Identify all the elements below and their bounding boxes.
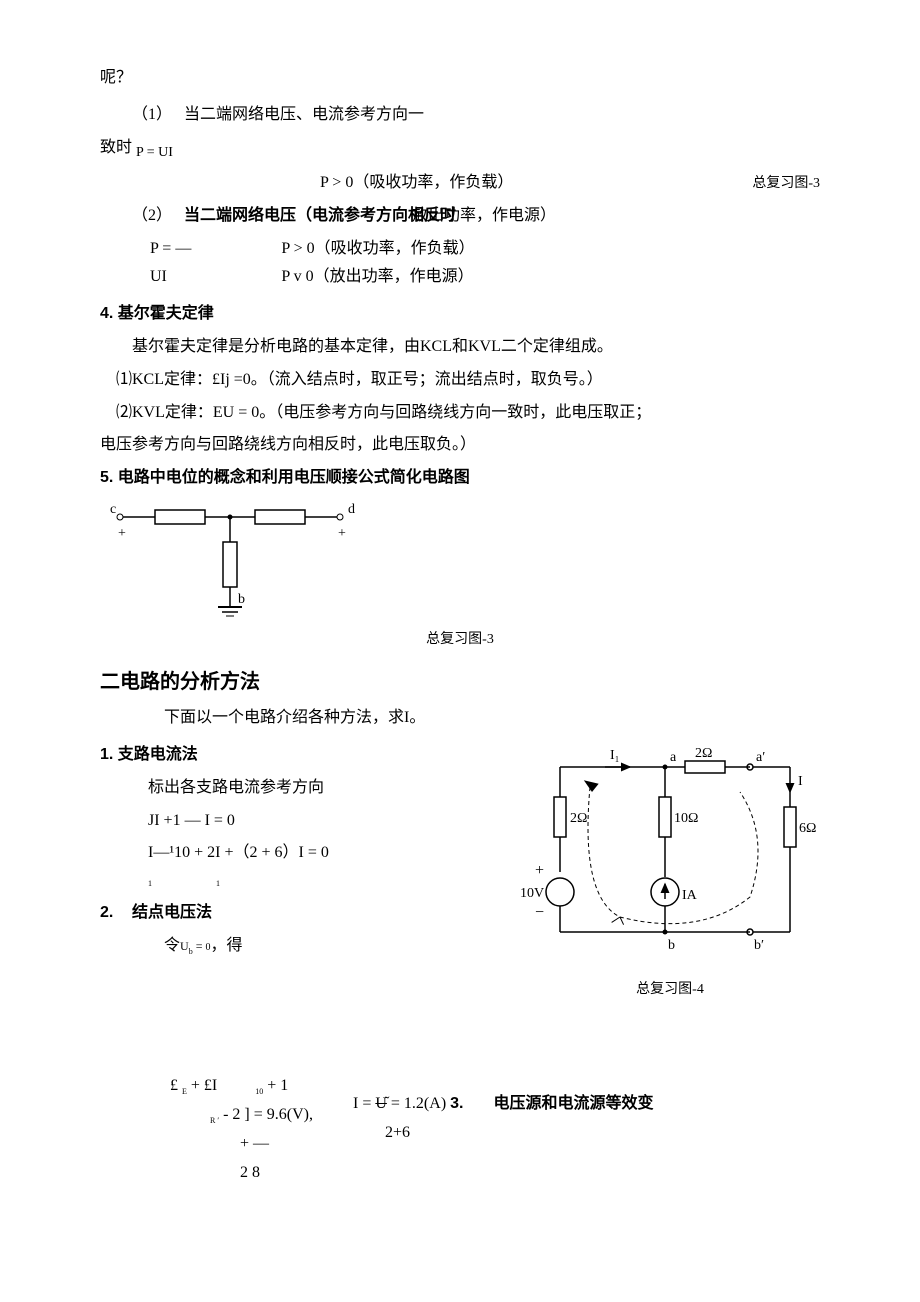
b-l1: £ bbox=[170, 1077, 178, 1094]
node-ub: U bbox=[180, 939, 189, 953]
b-l1b: + £I bbox=[191, 1077, 217, 1094]
bottom-formulas: £ E + £I 10 + 1 R ′ - 2 ] = 9.6(V), + — … bbox=[100, 1072, 820, 1187]
eq2-sub1: 1 bbox=[148, 879, 152, 888]
item2-f1: P = — bbox=[150, 235, 191, 264]
node-let: 令 bbox=[164, 937, 180, 954]
item2-formulas: P = — UI P > 0（吸收功率，作负载） P v 0（放出功率，作电源） bbox=[100, 235, 820, 293]
b-l1c: 10 bbox=[255, 1087, 263, 1096]
svg-text:+: + bbox=[535, 862, 544, 879]
item1-text: 当二端网络电压、电流参考方向一 bbox=[184, 106, 424, 123]
item1-label: （1） bbox=[132, 106, 172, 123]
svg-text:+: + bbox=[338, 526, 346, 541]
b-l1e: E bbox=[182, 1087, 187, 1096]
b-l3: + — bbox=[170, 1130, 313, 1159]
svg-text:I: I bbox=[798, 774, 803, 789]
svg-text:−: − bbox=[535, 904, 544, 921]
item1-cont-row: 致时 P = UI bbox=[100, 134, 820, 165]
svg-text:d: d bbox=[348, 502, 355, 517]
b-mid1u: U᷉ bbox=[375, 1095, 387, 1112]
fig3-caption: 总复习图-3 bbox=[100, 627, 820, 652]
b-l2b: - 2 ] = 9.6(V), bbox=[223, 1106, 313, 1123]
sec5-title: 5. 电路中电位的概念和利用电压顺接公式简化电路图 bbox=[100, 464, 820, 493]
sec4-kvl: ⑵KVL定律：EU = 0。（电压参考方向与回路绕线方向一致时，此电压取正； bbox=[100, 399, 820, 428]
b-mid1n: 3. bbox=[450, 1095, 463, 1112]
b-mid1: I = bbox=[353, 1095, 375, 1112]
line-ne: 呢？ bbox=[100, 64, 820, 93]
b-mid1b: = 1.2(A) bbox=[387, 1095, 450, 1112]
eq1: JI +1 — I = 0 bbox=[148, 807, 520, 836]
svg-text:6Ω: 6Ω bbox=[799, 821, 816, 836]
item1-p-row: P > 0（吸收功率，作负载） 总复习图-3 bbox=[100, 169, 820, 198]
fig4-caption: 总复习图-4 bbox=[520, 977, 820, 1002]
svg-text:c: c bbox=[110, 502, 116, 517]
sec4-kcl: ⑴KCL定律：£Ij =0。（流入结点时，取正号；流出结点时，取负号。） bbox=[100, 366, 820, 395]
item2-f2: UI bbox=[150, 263, 191, 292]
sec4-kvl2: 电压参考方向与回路绕线方向相反时，此电压取负。） bbox=[100, 431, 820, 460]
item1: （1） 当二端网络电压、电流参考方向一 bbox=[100, 101, 820, 130]
item1-formula: P = UI bbox=[136, 145, 173, 160]
svg-text:10Ω: 10Ω bbox=[674, 811, 698, 826]
sec4-title: 4. 基尔霍夫定律 bbox=[100, 300, 820, 329]
fig4-svg: I₁ a 2Ω a′ I 6Ω 2Ω + bbox=[520, 737, 820, 967]
b-l4: 2 8 bbox=[170, 1159, 313, 1188]
b-mid2: 2+6 bbox=[353, 1119, 464, 1148]
item2-overlay: 放出功率，作电源） bbox=[380, 202, 556, 231]
methods-row: 1. 支路电流法 标出各支路电流参考方向 JI +1 — I = 0 I—¹10… bbox=[100, 737, 820, 1002]
node-eq: = bbox=[193, 939, 206, 953]
svg-text:2Ω: 2Ω bbox=[570, 811, 587, 826]
item1-p1: P > 0（吸收功率，作负载） bbox=[320, 169, 513, 198]
p-intro: 下面以一个电路介绍各种方法，求I。 bbox=[100, 704, 820, 733]
item2-p1: P > 0（吸收功率，作负载） bbox=[281, 235, 474, 264]
b-right: 电压源和电流源等效变 bbox=[493, 1072, 653, 1119]
fig3-svg: c d + + b bbox=[100, 497, 360, 627]
b-l2a: R ′ bbox=[210, 1116, 219, 1125]
b-l1d: + 1 bbox=[267, 1077, 288, 1094]
sec-node-num: 2. bbox=[100, 899, 132, 928]
svg-text:b: b bbox=[238, 592, 245, 607]
svg-text:10V: 10V bbox=[520, 886, 544, 901]
sec-branch-p1: 标出各支路电流参考方向 bbox=[100, 774, 520, 803]
item1-row: （1） 当二端网络电压、电流参考方向一 致时 P = UI bbox=[100, 97, 820, 169]
svg-text:b: b bbox=[668, 938, 675, 953]
eq2-sub2: 1 bbox=[216, 879, 220, 888]
item2-label: （2） bbox=[132, 207, 172, 224]
svg-text:IA: IA bbox=[682, 888, 698, 903]
item2-p2: P v 0（放出功率，作电源） bbox=[281, 263, 474, 292]
fig3-wrap: c d + + b 总复习图-3 bbox=[100, 497, 820, 652]
fig4-wrap: I₁ a 2Ω a′ I 6Ω 2Ω + bbox=[520, 737, 820, 1002]
sec-branch-title: 1. 支路电流法 bbox=[100, 741, 520, 770]
item2: （2） 当二端网络电压（电流参考方向相反时 放出功率，作电源） bbox=[100, 202, 820, 231]
svg-text:a: a bbox=[670, 750, 677, 765]
svg-text:I₁: I₁ bbox=[610, 748, 620, 763]
sec-node-p1: 令Ub = 0，得 bbox=[100, 932, 520, 961]
item1-cont: 致时 bbox=[100, 139, 132, 156]
svg-text:a′: a′ bbox=[756, 750, 765, 765]
sec-node-title: 结点电压法 bbox=[132, 899, 212, 928]
sec4-p1: 基尔霍夫定律是分析电路的基本定律，由KCL和KVL二个定律组成。 bbox=[100, 333, 820, 362]
svg-text:+: + bbox=[118, 526, 126, 541]
node-get: ，得 bbox=[210, 937, 242, 954]
fig3-top-caption: 总复习图-3 bbox=[752, 171, 820, 196]
title2: 二电路的分析方法 bbox=[100, 664, 820, 700]
svg-text:b′: b′ bbox=[754, 938, 764, 953]
svg-text:2Ω: 2Ω bbox=[695, 746, 712, 761]
